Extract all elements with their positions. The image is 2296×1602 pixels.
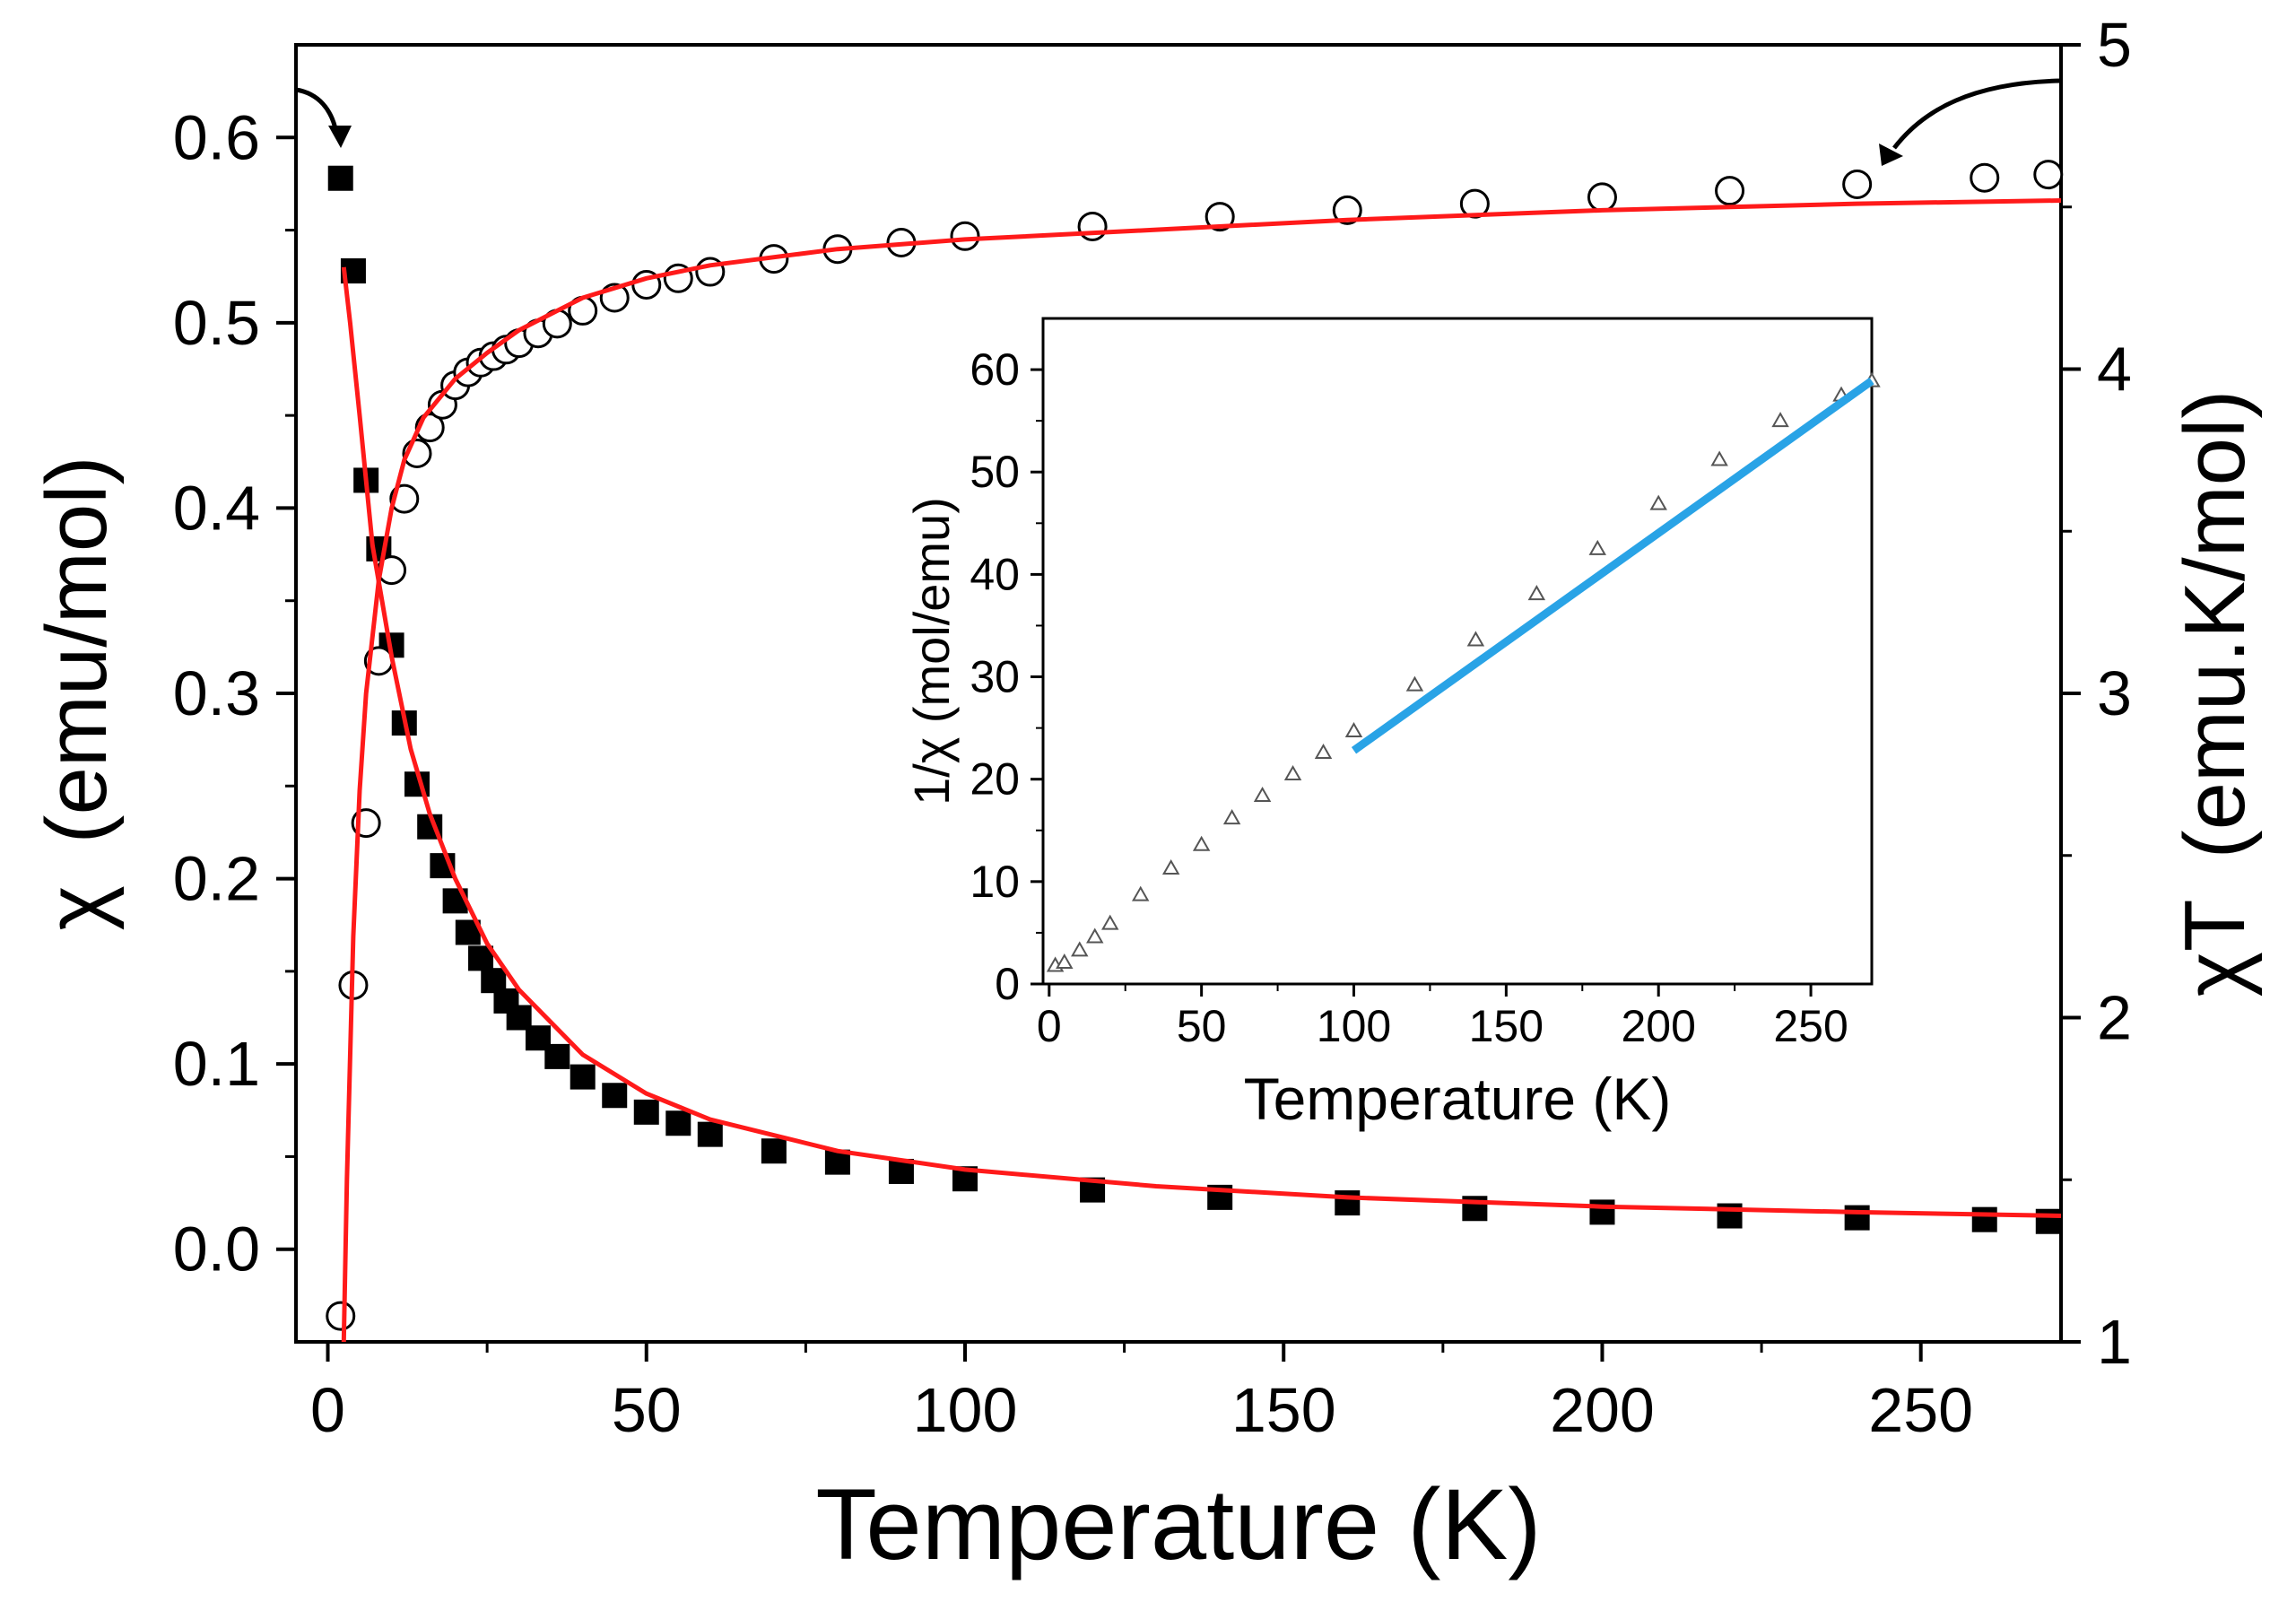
main-series [326, 160, 2064, 1343]
y-right-tick-label: 5 [2097, 10, 2132, 80]
chi-data-point [633, 1099, 659, 1125]
inset-x-tick-label: 0 [1037, 1001, 1062, 1051]
y-right-tick-label: 1 [2097, 1307, 2132, 1377]
inset-data-point [1101, 914, 1119, 930]
inset-data-point [1588, 539, 1606, 555]
x-tick-label: 100 [913, 1375, 1018, 1445]
y-right-tick-label: 4 [2097, 335, 2132, 405]
main-x-axis-label: Temperature (K) [815, 1468, 1541, 1580]
y-left-tick-label: 0.2 [173, 844, 260, 914]
chi-data-point [697, 1121, 723, 1147]
inset-x-tick-label: 150 [1469, 1001, 1544, 1051]
inset-data-point [1161, 858, 1180, 875]
y-right-tick-label: 2 [2097, 983, 2132, 1053]
chiT-data-point [1205, 202, 1235, 232]
chi-data-point [602, 1083, 628, 1109]
chiT-data-point [1715, 176, 1745, 206]
right-axis-arrow [1879, 78, 2062, 166]
inset-data-point [1405, 675, 1424, 692]
fit-line [341, 198, 2062, 1343]
inset-y-tick-label: 20 [970, 754, 1020, 805]
inset-y-axis-label: 1/χ (mol/emu) [903, 497, 960, 805]
chi-data-point [1335, 1190, 1361, 1216]
inset-data-point [1222, 809, 1241, 825]
inset-x-tick-label: 50 [1177, 1001, 1227, 1051]
inset-data-point [1071, 941, 1089, 957]
chi-data-point [2035, 1208, 2061, 1234]
inset-data-point [1771, 412, 1789, 428]
inset-data-point [1131, 885, 1150, 901]
inset-data-point [1283, 764, 1302, 780]
inset-data-point [1527, 585, 1546, 601]
inset-data-point [1192, 835, 1211, 851]
chiT-data-point [1332, 195, 1362, 225]
inset-data-point [1056, 953, 1074, 970]
chiT-data-point [2033, 160, 2064, 190]
inset-y-axis: 0 10 20 30 40 50 60 [970, 344, 1043, 1009]
inset-y-tick-label: 10 [970, 857, 1020, 907]
main-y-left-axis: 0.0 0.1 0.2 0.3 0.4 0.5 0.6 [173, 102, 296, 1284]
chiT-data-point [950, 221, 980, 251]
y-left-tick-label: 0.0 [173, 1215, 260, 1284]
chi-data-point [570, 1064, 596, 1090]
inset-y-tick-label: 30 [970, 652, 1020, 702]
inset-y-tick-label: 60 [970, 344, 1020, 395]
fit-line [341, 266, 2062, 1218]
chiT-data-point [1970, 162, 2000, 193]
chi-data-point [544, 1043, 570, 1069]
inset-y-tick-label: 50 [970, 447, 1020, 497]
y-left-tick-label: 0.4 [173, 473, 260, 543]
inset-x-axis-label: Temperature (K) [1244, 1066, 1672, 1132]
y-left-tick-label: 0.6 [173, 102, 260, 172]
chiT-data-point [1842, 169, 1873, 199]
inset-fit-line [1351, 377, 1874, 754]
inset-data-point [1344, 722, 1363, 738]
x-tick-label: 250 [1868, 1375, 1973, 1445]
chiT-units: (emu.K/mol) [2167, 390, 2263, 859]
chi-data-point [1844, 1205, 1870, 1231]
chi-data-point [1589, 1199, 1615, 1225]
inset-data-point [1710, 450, 1728, 466]
inset-data-point [1649, 494, 1667, 510]
chiT-data-point [1587, 182, 1617, 213]
chi-data-point [665, 1110, 691, 1136]
chiT-data-point [1077, 211, 1108, 241]
inset-x-tick-label: 200 [1621, 1001, 1695, 1051]
inset-data-point [1086, 927, 1104, 944]
chiT-data-point [326, 1301, 356, 1331]
x-tick-label: 0 [310, 1375, 345, 1445]
chi-data-point [1971, 1206, 1997, 1232]
inset-series [1046, 371, 1881, 972]
inset-x-axis: 0 50 100 150 200 250 [1037, 984, 1848, 1051]
x-tick-label: 150 [1231, 1375, 1336, 1445]
chi-data-point [327, 165, 353, 191]
inset-background [1043, 318, 1872, 984]
left-axis-arrow [295, 87, 352, 148]
x-tick-label: 200 [1550, 1375, 1655, 1445]
inset-data-point [1253, 786, 1272, 802]
y-right-tick-label: 3 [2097, 658, 2132, 728]
main-y-right-axis: 1 2 3 4 5 [2061, 10, 2132, 1377]
chi-symbol: χ [29, 885, 125, 930]
inset-x-tick-label: 250 [1773, 1001, 1848, 1051]
x-tick-label: 50 [612, 1375, 682, 1445]
y-left-tick-label: 0.3 [173, 658, 260, 728]
inset-x-tick-label: 100 [1317, 1001, 1391, 1051]
inset-plot-frame [1041, 317, 1874, 986]
inset-data-point [1466, 631, 1485, 647]
chiT-symbol: χT [2167, 901, 2263, 997]
y-left-tick-label: 0.1 [173, 1029, 260, 1099]
y-left-tick-label: 0.5 [173, 288, 260, 358]
inset-y-tick-label: 40 [970, 549, 1020, 599]
chi-units: (emu/mol) [29, 456, 125, 843]
chi-data-point [761, 1138, 787, 1164]
inset-y-tick-label: 0 [995, 959, 1020, 1009]
main-y-left-axis-label: χ (emu/mol) [29, 456, 125, 930]
main-x-axis: 0 50 100 150 200 250 [310, 1342, 1973, 1445]
inset-data-point [1314, 743, 1333, 760]
main-y-right-axis-label: χT (emu.K/mol) [2167, 390, 2263, 997]
